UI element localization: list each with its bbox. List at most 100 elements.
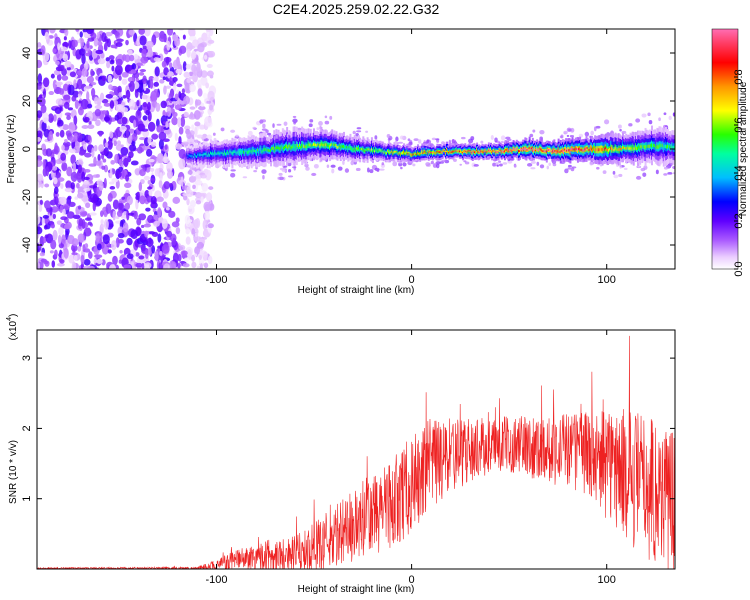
heatmap-cell	[542, 150, 545, 152]
heatmap-cell	[76, 159, 84, 166]
heatmap-cell	[138, 213, 147, 221]
heatmap-cell	[643, 145, 646, 149]
heatmap-cell	[480, 140, 484, 144]
heatmap-cell	[356, 127, 362, 130]
heatmap-cell	[390, 151, 393, 154]
heatmap-cell	[109, 100, 115, 109]
heatmap-cell	[212, 132, 216, 136]
heatmap-cell	[136, 37, 141, 46]
heatmap-cell	[84, 217, 93, 221]
colorbar-tick-label: 0.0	[733, 261, 745, 276]
heatmap-cell	[71, 252, 78, 256]
heatmap-cell	[266, 132, 272, 136]
heatmap-cell	[221, 151, 224, 155]
heatmap-cell	[84, 152, 92, 158]
heatmap-cell	[195, 200, 202, 205]
heatmap-cell	[68, 254, 75, 264]
heatmap-cell	[58, 227, 64, 236]
heatmap-cell	[191, 166, 197, 171]
heatmap-cell	[669, 145, 672, 149]
heatmap-cell	[178, 148, 186, 159]
heatmap-cell	[116, 140, 121, 146]
heatmap-cell	[51, 149, 59, 154]
heatmap-cell	[604, 119, 610, 125]
heatmap-cell	[144, 262, 152, 269]
heatmap-cell	[468, 150, 471, 153]
heatmap-cell	[307, 142, 310, 146]
heatmap-cell	[618, 148, 621, 152]
heatmap-cell	[166, 230, 173, 238]
heatmap-cell	[381, 149, 384, 151]
heatmap-cell	[271, 147, 274, 150]
heatmap-cell	[184, 125, 191, 130]
heatmap-cell	[405, 152, 408, 154]
heatmap-cell	[543, 150, 546, 153]
heatmap-cell	[438, 151, 441, 153]
heatmap-cell	[141, 48, 147, 59]
heatmap-cell	[160, 100, 167, 109]
heatmap-cell	[139, 29, 144, 34]
heatmap-cell	[567, 148, 570, 152]
colorbar-tick-label: 0.6	[733, 117, 745, 132]
heatmap-cell	[237, 150, 240, 154]
heatmap-cell	[94, 96, 99, 105]
heatmap-cell	[448, 152, 451, 154]
heatmap-cell	[64, 60, 72, 68]
heatmap-cell	[230, 169, 236, 172]
heatmap-cell	[560, 134, 564, 139]
heatmap-cell	[400, 135, 404, 140]
heatmap-cell	[658, 117, 661, 122]
heatmap-cell	[109, 91, 114, 95]
heatmap-cell	[397, 153, 400, 155]
heatmap-cell	[129, 144, 137, 152]
heatmap-cell	[242, 149, 245, 153]
heatmap-cell	[59, 258, 65, 264]
colorbar-tick-label: 0.8	[733, 69, 745, 84]
heatmap-cell	[540, 148, 543, 151]
heatmap-cell	[513, 148, 516, 150]
heatmap-cell	[346, 145, 349, 149]
heatmap-cell	[125, 39, 129, 46]
heatmap-cell	[156, 152, 164, 164]
heatmap-cell	[82, 244, 86, 253]
heatmap-cell	[80, 211, 88, 216]
heatmap-cell	[150, 177, 156, 182]
heatmap-cell	[158, 179, 163, 189]
heatmap-cell	[147, 136, 152, 145]
heatmap-cell	[169, 260, 175, 269]
heatmap-cell	[326, 164, 330, 168]
heatmap-cell	[43, 224, 48, 230]
heatmap-cell	[57, 119, 64, 127]
heatmap-cell	[67, 195, 72, 200]
heatmap-cell	[417, 139, 422, 144]
heatmap-cell	[143, 223, 152, 228]
heatmap-cell	[290, 146, 293, 150]
heatmap-cell	[530, 160, 536, 164]
heatmap-cell	[541, 150, 544, 152]
heatmap-cell	[320, 142, 323, 146]
heatmap-cell	[166, 29, 174, 36]
heatmap-cell	[664, 144, 667, 149]
heatmap-cell	[349, 145, 352, 149]
heatmap-cell	[108, 181, 115, 185]
heatmap-cell	[333, 143, 336, 147]
spectrogram-y-tick-label: 0	[21, 146, 33, 152]
heatmap-cell	[255, 150, 258, 154]
heatmap-cell	[71, 95, 77, 102]
heatmap-cell	[393, 150, 396, 153]
heatmap-cell	[257, 148, 260, 152]
heatmap-cell	[586, 147, 589, 150]
heatmap-cell	[623, 167, 628, 171]
heatmap-cell	[76, 182, 80, 189]
heatmap-cell	[381, 162, 385, 166]
heatmap-cell	[514, 164, 517, 168]
heatmap-cell	[457, 150, 460, 152]
heatmap-cell	[439, 151, 442, 153]
heatmap-cell	[530, 167, 536, 170]
heatmap-cell	[54, 196, 59, 205]
heatmap-cell	[331, 168, 335, 174]
heatmap-cell	[595, 148, 598, 152]
heatmap-cell	[309, 119, 314, 123]
heatmap-cell	[437, 150, 440, 152]
heatmap-cell	[182, 61, 187, 72]
